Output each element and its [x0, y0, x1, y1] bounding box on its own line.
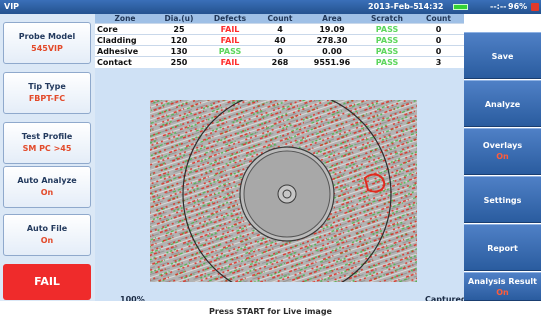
auto-analyze-button[interactable]: Auto Analyze On: [3, 166, 91, 208]
settings-button[interactable]: Settings: [464, 176, 541, 223]
table-row: Contact 250 FAIL 268 9551.96 PASS 3: [95, 56, 464, 68]
scratch-count-cell: 0: [413, 45, 464, 57]
auto-file-label: Auto File: [26, 224, 68, 233]
probe-model-button[interactable]: Probe Model 545VIP: [3, 22, 91, 64]
core-center-ring: [282, 189, 292, 199]
column-header-area: Area: [303, 14, 361, 24]
tip-type-value: FBPT-FC: [28, 94, 66, 103]
overlays-value: On: [496, 152, 509, 161]
scratch-count-cell: 3: [413, 56, 464, 68]
diameter-cell: 250: [155, 56, 203, 68]
column-header-zone: Zone: [95, 14, 155, 24]
column-header-scratch: Scratch: [361, 14, 413, 24]
auto-file-value: On: [40, 236, 54, 245]
save-button-label: Save: [491, 52, 514, 61]
diameter-cell: 130: [155, 45, 203, 57]
overall-result-badge: FAIL: [3, 264, 91, 300]
column-header-diameter: Dia.(u): [155, 14, 203, 24]
scratch-count-cell: 0: [413, 23, 464, 35]
analysis-area: Zone Dia.(u) Defects Count Area Scratch …: [95, 14, 467, 304]
diameter-cell: 25: [155, 23, 203, 35]
scratch-count-cell: 0: [413, 34, 464, 46]
scratch-result-cell: PASS: [361, 56, 413, 68]
zone-cell: Adhesive: [95, 45, 155, 57]
test-profile-button[interactable]: Test Profile SM PC >45: [3, 122, 91, 164]
zone-cell: Contact: [95, 56, 155, 68]
table-row: Adhesive 130 PASS 0 0.00 PASS 0: [95, 45, 464, 57]
defect-count-cell: 40: [257, 34, 303, 46]
table-row: Core 25 FAIL 4 19.09 PASS 0: [95, 23, 464, 35]
scratch-result-cell: PASS: [361, 45, 413, 57]
scratch-result-cell: PASS: [361, 23, 413, 35]
report-button[interactable]: Report: [464, 224, 541, 271]
defects-result-cell: FAIL: [203, 56, 257, 68]
zoom-level: 100%: [120, 295, 145, 304]
settings-button-label: Settings: [483, 196, 522, 205]
defect-count-cell: 4: [257, 23, 303, 35]
defects-result-cell: FAIL: [203, 34, 257, 46]
analyze-button-label: Analyze: [484, 100, 521, 109]
fiber-endface-graphic: [150, 100, 417, 282]
table-row: Cladding 120 FAIL 40 278.30 PASS 0: [95, 34, 464, 46]
auto-analyze-value: On: [40, 188, 54, 197]
report-button-label: Report: [487, 244, 518, 253]
battery-percent: 96%: [508, 2, 528, 11]
analysis-result-value: On: [496, 288, 509, 297]
probe-model-value: 545VIP: [31, 44, 63, 53]
title-bar: VIP 2013-Feb-5 14:32 --:-- 96%: [0, 0, 541, 14]
probe-model-label: Probe Model: [18, 32, 76, 41]
left-settings-panel: Probe Model 545VIP Tip Type FBPT-FC Test…: [0, 14, 95, 301]
defect-blob: [363, 173, 386, 193]
auto-file-button[interactable]: Auto File On: [3, 214, 91, 256]
tip-type-label: Tip Type: [28, 82, 66, 91]
fiber-endface-image[interactable]: [150, 100, 417, 282]
core-zone: [277, 184, 297, 204]
auto-analyze-label: Auto Analyze: [17, 176, 77, 185]
zone-cell: Core: [95, 23, 155, 35]
time-display: 14:32: [418, 2, 444, 11]
test-profile-label: Test Profile: [21, 132, 73, 141]
right-action-panel: Save Analyze Overlays On Settings Report…: [464, 14, 541, 301]
overlays-button[interactable]: Overlays On: [464, 128, 541, 175]
analyze-button[interactable]: Analyze: [464, 80, 541, 127]
defect-count-cell: 0: [257, 45, 303, 57]
column-header-count: Count: [257, 14, 303, 24]
defect-count-cell: 268: [257, 56, 303, 68]
column-header-scratch-count: Count: [413, 14, 464, 24]
analysis-result-button[interactable]: Analysis Result On: [464, 272, 541, 301]
alert-icon: [531, 3, 539, 11]
defects-result-cell: PASS: [203, 45, 257, 57]
date-display: 2013-Feb-5: [368, 2, 419, 11]
scratch-result-cell: PASS: [361, 34, 413, 46]
area-cell: 278.30: [303, 34, 361, 46]
save-button[interactable]: Save: [464, 32, 541, 79]
area-cell: 0.00: [303, 45, 361, 57]
area-cell: 9551.96: [303, 56, 361, 68]
tip-type-button[interactable]: Tip Type FBPT-FC: [3, 72, 91, 114]
status-message: Press START for Live image: [0, 301, 541, 323]
results-table: Zone Dia.(u) Defects Count Area Scratch …: [95, 14, 464, 68]
battery-icon: [453, 4, 468, 10]
test-profile-value: SM PC >45: [22, 144, 72, 153]
analysis-result-label: Analysis Result: [468, 277, 537, 286]
area-cell: 19.09: [303, 23, 361, 35]
table-header-row: Zone Dia.(u) Defects Count Area Scratch …: [95, 14, 464, 24]
defects-result-cell: FAIL: [203, 23, 257, 35]
column-header-defects: Defects: [203, 14, 257, 24]
signal-status: --:--: [490, 2, 507, 11]
contact-zone-ring: [182, 100, 392, 282]
zone-cell: Cladding: [95, 34, 155, 46]
capture-status: Captured: [425, 295, 467, 304]
app-title: VIP: [4, 2, 20, 11]
overlays-label: Overlays: [482, 141, 523, 150]
diameter-cell: 120: [155, 34, 203, 46]
